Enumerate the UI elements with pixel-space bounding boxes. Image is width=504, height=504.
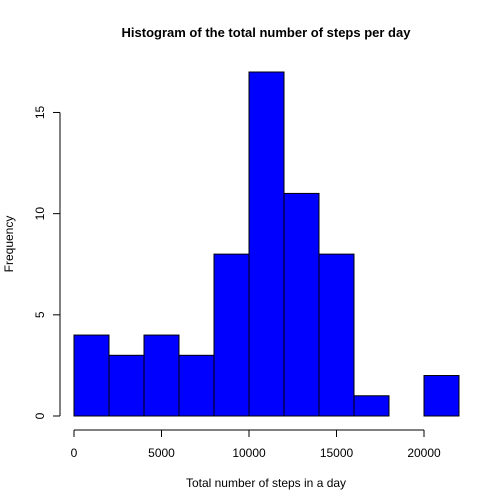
histogram-bar <box>318 253 355 417</box>
histogram-bar <box>353 395 390 417</box>
histogram-bar <box>143 334 180 417</box>
x-tick-label: 0 <box>71 446 78 460</box>
y-tick-label: 15 <box>33 105 47 119</box>
y-tick-label: 5 <box>33 311 47 318</box>
histogram-bar <box>213 253 250 417</box>
y-axis-label: Frequency <box>2 216 16 273</box>
histogram-bar <box>283 192 320 417</box>
histogram-bar <box>108 354 145 417</box>
x-tick-label: 10000 <box>232 446 266 460</box>
y-tick-label: 0 <box>33 412 47 419</box>
bars-group <box>73 71 460 417</box>
histogram-bar <box>73 334 110 417</box>
x-tick-label: 15000 <box>320 446 354 460</box>
histogram-bar <box>423 375 460 417</box>
histogram-bar <box>178 354 215 417</box>
y-axis: 0 5 10 15 <box>33 105 61 419</box>
x-tick-label: 20000 <box>407 446 441 460</box>
x-axis: 0 5000 10000 15000 20000 <box>71 429 441 460</box>
chart-title: Histogram of the total number of steps p… <box>122 25 412 40</box>
x-tick-label: 5000 <box>148 446 175 460</box>
x-axis-label: Total number of steps in a day <box>186 476 346 490</box>
y-tick-label: 10 <box>33 207 47 221</box>
histogram-bar <box>248 71 285 417</box>
